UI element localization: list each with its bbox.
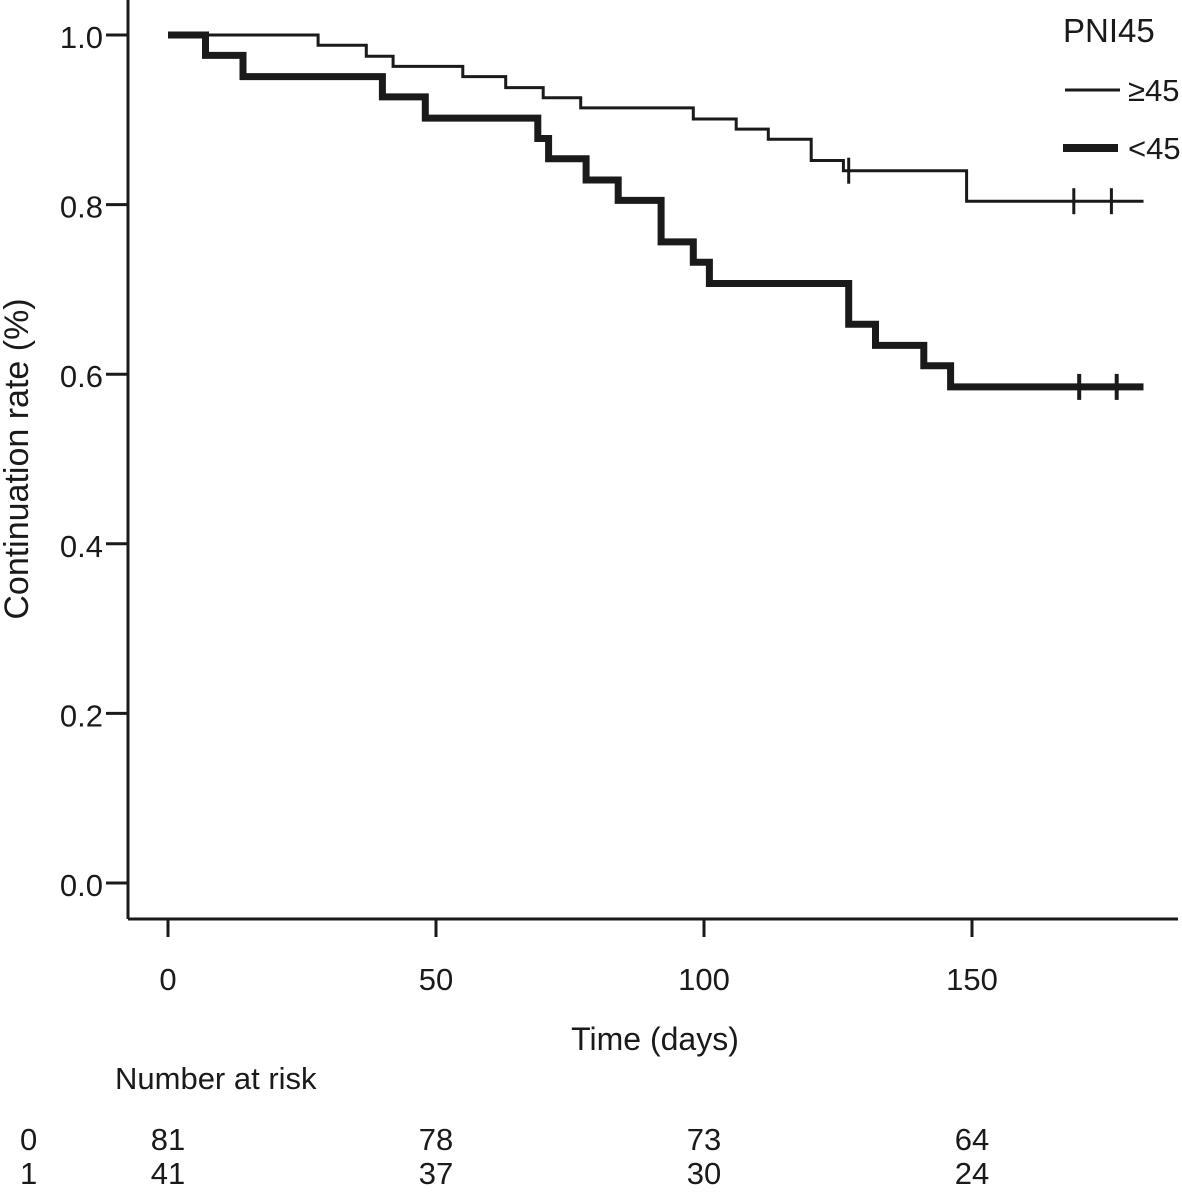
legend-label-ge45: ≥45 (1128, 73, 1180, 108)
risk-count: 64 (955, 1122, 989, 1157)
survival-curves (168, 31, 1144, 400)
risk-row-label: 1 (20, 1156, 37, 1187)
x-tick-label: 150 (946, 962, 998, 997)
y-tick-label: 0.0 (60, 868, 103, 903)
x-tick-label: 100 (678, 962, 730, 997)
y-tick-label: 1.0 (60, 20, 103, 55)
y-axis: 1.0 0.8 0.6 0.4 0.2 0.0 Continuation rat… (0, 0, 130, 919)
legend-title: PNI45 (1063, 12, 1155, 49)
x-tick-label: 0 (159, 962, 176, 997)
risk-count: 24 (955, 1156, 989, 1187)
y-tick-label: 0.8 (60, 190, 103, 225)
risk-count: 37 (419, 1156, 453, 1187)
risk-count: 81 (151, 1122, 185, 1157)
risk-count: 73 (687, 1122, 721, 1157)
km-curve-lt45 (168, 31, 1144, 391)
x-tick-label: 50 (419, 962, 453, 997)
risk-table-title: Number at risk (115, 1061, 317, 1096)
x-axis: 0 50 100 150 Time (days) (128, 917, 1178, 1057)
legend: PNI45 ≥45 <45 (1063, 12, 1181, 166)
y-tick-label: 0.6 (60, 359, 103, 394)
number-at-risk-table: Number at risk 0 81 78 73 64 1 41 37 30 … (20, 1061, 989, 1191)
y-tick-label: 0.4 (60, 529, 103, 564)
x-axis-title: Time (days) (571, 1021, 739, 1057)
legend-label-lt45: <45 (1128, 131, 1181, 166)
risk-row-label: 0 (20, 1122, 37, 1157)
y-axis-title: Continuation rate (%) (0, 298, 36, 619)
risk-count: 30 (687, 1156, 721, 1187)
y-tick-label: 0.2 (60, 698, 103, 733)
km-curve-ge45 (168, 33, 1144, 203)
risk-count: 41 (151, 1156, 185, 1187)
risk-count: 78 (419, 1122, 453, 1157)
